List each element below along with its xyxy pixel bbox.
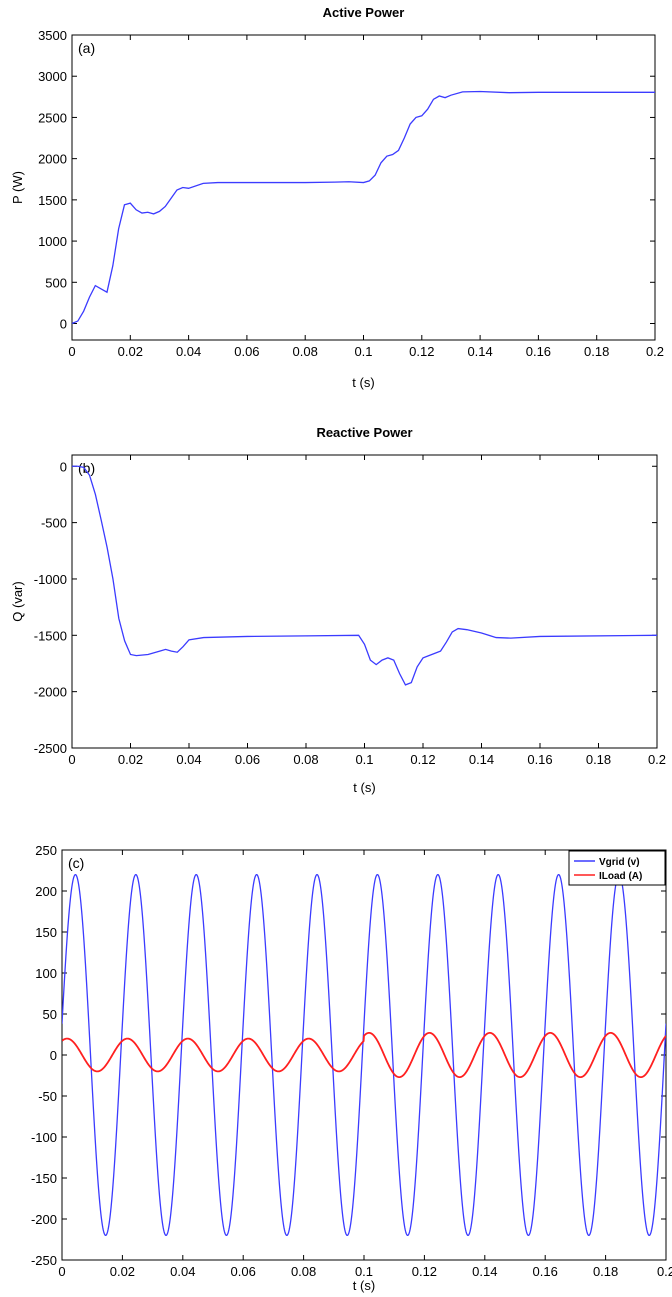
legend-box xyxy=(568,850,666,886)
x-tick-label: 0.2 xyxy=(657,1264,672,1279)
x-tick-label: 0.02 xyxy=(110,1264,135,1279)
x-tick-label: 0.16 xyxy=(533,1264,558,1279)
y-tick-label: -2500 xyxy=(34,741,67,756)
chart-title: Active Power xyxy=(323,5,405,20)
voltage-current-chart: (c) 0 0.02 0.04 0.06 0.08 0.1 0.12 0.14 0.16 0.18 0… xyxy=(31,843,672,1293)
x-tick-label: 0.14 xyxy=(469,752,494,767)
x-tick-label: 0.18 xyxy=(586,752,611,767)
y-tick-label: 50 xyxy=(43,1007,57,1022)
y-tick-label: 3500 xyxy=(38,28,67,43)
y-tick-label: 100 xyxy=(35,966,57,981)
y-tick-label: 2500 xyxy=(38,110,67,125)
y-axis-label: Q (var) xyxy=(10,581,25,621)
y-tick-label: -150 xyxy=(31,1171,57,1186)
x-tick-label: 0.08 xyxy=(293,752,318,767)
x-tick-label: 0.1 xyxy=(355,752,373,767)
x-tick-label: 0.02 xyxy=(118,344,143,359)
x-tick-label: 0 xyxy=(68,752,75,767)
y-tick-label: 250 xyxy=(35,843,57,858)
y-tick-label: -1500 xyxy=(34,628,67,643)
y-tick-label: 0 xyxy=(60,459,67,474)
plot-frame xyxy=(71,34,656,341)
y-tick-label: -250 xyxy=(31,1253,57,1268)
chart-title: Reactive Power xyxy=(316,425,412,440)
panel-label: (c) xyxy=(68,855,84,871)
series-line-2 xyxy=(62,1031,666,1079)
x-tick-label: 0.14 xyxy=(472,1264,497,1279)
x-tick-label: 0.1 xyxy=(355,1264,373,1279)
y-tick-label: -200 xyxy=(31,1212,57,1227)
y-tick-label: 2000 xyxy=(38,152,67,167)
y-tick-label: 3000 xyxy=(38,69,67,84)
y-axis-label: P (W) xyxy=(10,171,25,204)
x-axis-label: t (s) xyxy=(353,1278,375,1293)
x-tick-label: 0.08 xyxy=(291,1264,316,1279)
x-tick-label: 0.08 xyxy=(293,344,318,359)
series-line-1 xyxy=(72,465,657,686)
x-axis-label: t (s) xyxy=(352,375,374,390)
y-tick-label: 1000 xyxy=(38,234,67,249)
y-tick-label: 500 xyxy=(45,275,67,290)
x-tick-label: 0.06 xyxy=(231,1264,256,1279)
series-line-1 xyxy=(72,90,655,325)
y-tick-label: -1000 xyxy=(34,572,67,587)
plot-frame xyxy=(71,454,658,749)
x-tick-label: 0.06 xyxy=(235,752,260,767)
reactive-power-chart: Reactive Power (b) 0 0.02 0.04 0.06 0.08 0.1 0.1… xyxy=(10,425,666,795)
x-tick-label: 0 xyxy=(58,1264,65,1279)
y-tick-label: -500 xyxy=(41,516,67,531)
y-tick-label: -100 xyxy=(31,1130,57,1145)
x-tick-label: 0.12 xyxy=(410,752,435,767)
x-tick-label: 0.02 xyxy=(118,752,143,767)
x-tick-label: 0.04 xyxy=(176,752,201,767)
panel-label: (b) xyxy=(78,460,95,476)
series-line-1 xyxy=(62,873,666,1237)
legend-label: ILoad (A) xyxy=(599,871,642,882)
x-tick-label: 0.2 xyxy=(648,752,666,767)
x-tick-label: 0.12 xyxy=(412,1264,437,1279)
x-tick-label: 0.06 xyxy=(234,344,259,359)
x-tick-label: 0.12 xyxy=(409,344,434,359)
y-tick-label: 150 xyxy=(35,925,57,940)
legend-label: Vgrid (v) xyxy=(599,857,640,868)
x-tick-label: 0.04 xyxy=(170,1264,195,1279)
x-tick-label: 0.18 xyxy=(593,1264,618,1279)
y-tick-label: 200 xyxy=(35,884,57,899)
plot-frame xyxy=(61,849,667,1261)
panel-label: (a) xyxy=(78,40,95,56)
x-tick-label: 0 xyxy=(68,344,75,359)
x-tick-label: 0.1 xyxy=(354,344,372,359)
y-tick-label: 0 xyxy=(50,1048,57,1063)
x-tick-label: 0.14 xyxy=(467,344,492,359)
active-power-chart: Active Power (a) 0 0.02 0.04 0.06 0.08 0.1 0.12 0… xyxy=(10,5,664,390)
x-tick-label: 0.2 xyxy=(646,344,664,359)
x-tick-label: 0.16 xyxy=(527,752,552,767)
x-axis-label: t (s) xyxy=(353,780,375,795)
y-tick-label: 1500 xyxy=(38,193,67,208)
x-tick-label: 0.16 xyxy=(526,344,551,359)
y-tick-label: -2000 xyxy=(34,685,67,700)
y-tick-label: 0 xyxy=(60,317,67,332)
x-tick-label: 0.18 xyxy=(584,344,609,359)
x-tick-label: 0.04 xyxy=(176,344,201,359)
y-tick-label: -50 xyxy=(38,1089,57,1104)
